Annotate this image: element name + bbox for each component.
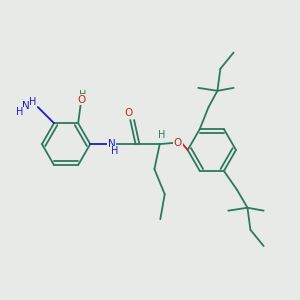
Text: N: N [108, 139, 115, 149]
Text: O: O [174, 138, 182, 148]
Text: O: O [77, 94, 85, 105]
Text: H: H [79, 90, 86, 100]
Text: H: H [16, 107, 23, 117]
Text: H: H [29, 97, 36, 107]
Text: H: H [158, 130, 165, 140]
Text: O: O [125, 109, 133, 118]
Text: N: N [22, 101, 29, 111]
Text: H: H [111, 146, 118, 157]
